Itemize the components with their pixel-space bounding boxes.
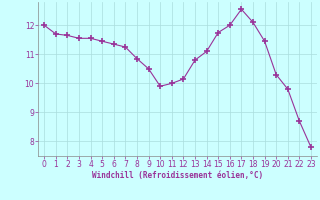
- X-axis label: Windchill (Refroidissement éolien,°C): Windchill (Refroidissement éolien,°C): [92, 171, 263, 180]
